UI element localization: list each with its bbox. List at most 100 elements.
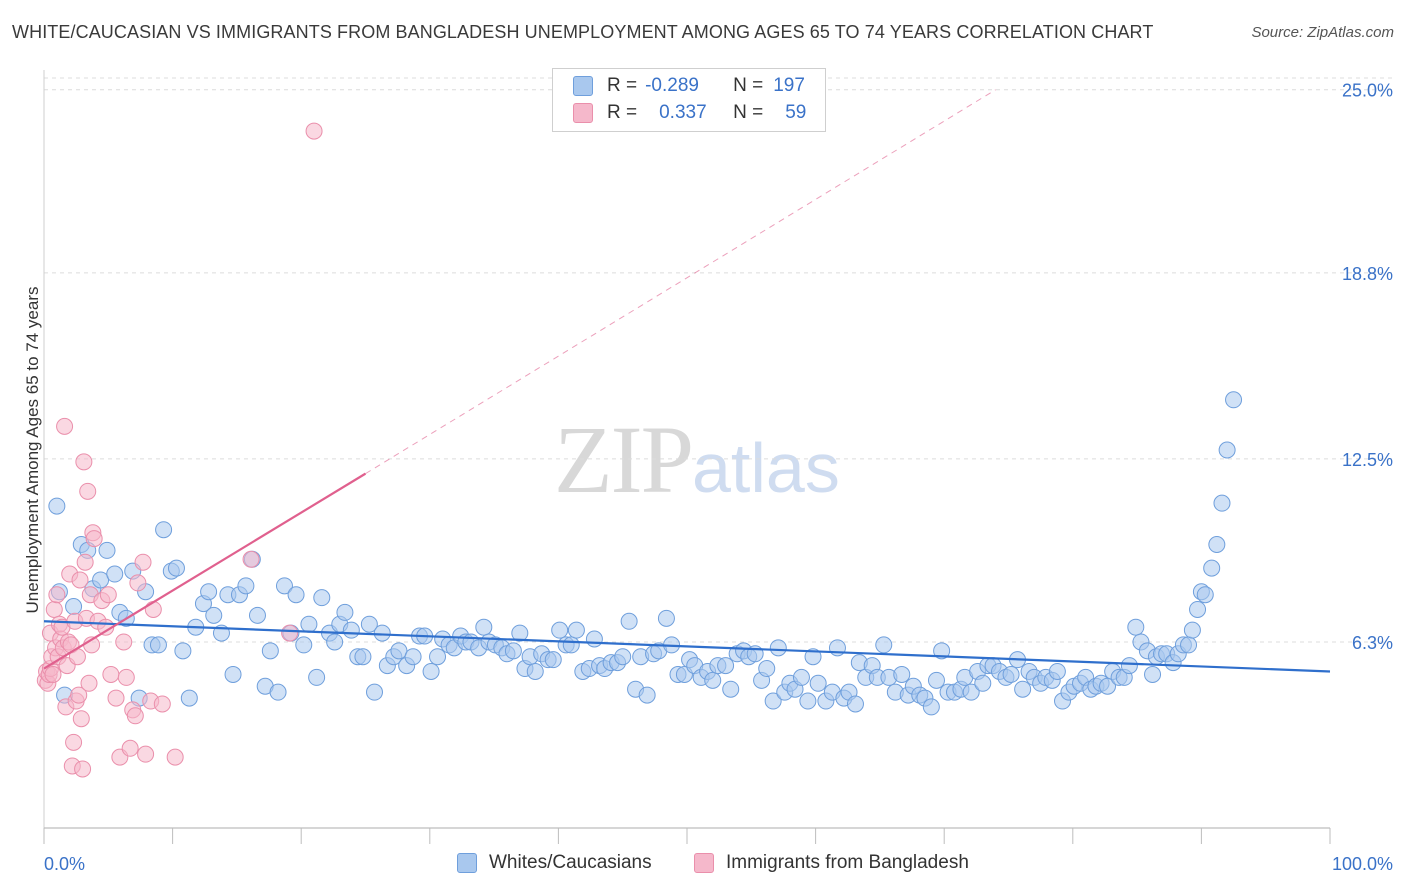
point-whites — [511, 624, 529, 642]
point-bangladesh — [129, 574, 147, 592]
point-whites — [809, 674, 827, 692]
point-whites — [300, 615, 318, 633]
point-bangladesh — [166, 748, 184, 766]
point-whites — [1213, 494, 1231, 512]
series-legend: Whites/Caucasians Immigrants from Bangla… — [0, 852, 1406, 876]
point-whites — [475, 618, 493, 636]
point-bangladesh — [65, 733, 83, 751]
y-tick-label: 18.8% — [1342, 264, 1393, 284]
point-bangladesh — [134, 553, 152, 571]
point-bangladesh — [48, 586, 66, 604]
point-bangladesh — [126, 707, 144, 725]
legend-item-bangladesh[interactable]: Immigrants from Bangladesh — [694, 852, 969, 874]
point-whites — [1014, 680, 1032, 698]
point-whites — [429, 648, 447, 666]
point-whites — [704, 671, 722, 689]
point-whites — [933, 642, 951, 660]
legend-row-whites: R = -0.289 N = 197 — [573, 75, 805, 97]
legend-label-whites: Whites/Caucasians — [489, 852, 652, 873]
point-whites — [224, 665, 242, 683]
point-bangladesh — [70, 686, 88, 704]
point-bangladesh — [85, 530, 103, 548]
point-bangladesh — [121, 739, 139, 757]
point-whites — [366, 683, 384, 701]
point-whites — [180, 689, 198, 707]
point-whites — [562, 636, 580, 654]
point-whites — [248, 606, 266, 624]
point-whites — [205, 606, 223, 624]
point-whites — [342, 621, 360, 639]
point-whites — [269, 683, 287, 701]
trendline-bangladesh-extension — [365, 89, 996, 475]
point-whites — [1002, 665, 1020, 683]
point-bangladesh — [305, 122, 323, 140]
point-whites — [308, 668, 326, 686]
legend-n-label: N = — [733, 75, 764, 96]
point-whites — [106, 565, 124, 583]
point-whites — [1225, 391, 1243, 409]
point-bangladesh — [115, 633, 133, 651]
point-whites — [1180, 636, 1198, 654]
point-whites — [1196, 586, 1214, 604]
point-whites — [974, 674, 992, 692]
point-whites — [875, 636, 893, 654]
point-whites — [526, 662, 544, 680]
point-bangladesh — [102, 665, 120, 683]
legend-n-label: N = — [733, 102, 764, 123]
point-whites — [174, 642, 192, 660]
point-whites — [287, 586, 305, 604]
point-bangladesh — [79, 482, 97, 500]
legend-n-value-whites: 197 — [773, 75, 805, 96]
watermark-atlas: atlas — [692, 429, 840, 507]
point-whites — [149, 636, 167, 654]
legend-swatch-whites — [573, 76, 593, 96]
point-whites — [620, 612, 638, 630]
point-whites — [638, 686, 656, 704]
point-whites — [98, 541, 116, 559]
legend-item-whites[interactable]: Whites/Caucasians — [457, 852, 652, 874]
point-whites — [373, 624, 391, 642]
y-tick-label: 25.0% — [1342, 81, 1393, 101]
point-whites — [1208, 536, 1226, 553]
trendline-bangladesh — [43, 472, 367, 670]
point-whites — [1218, 441, 1236, 459]
legend-swatch-whites — [457, 853, 477, 873]
point-whites — [155, 521, 173, 539]
point-bangladesh — [80, 674, 98, 692]
watermark: ZIPatlas — [554, 404, 840, 515]
point-whites — [1203, 559, 1221, 577]
legend-swatch-bangladesh — [694, 853, 714, 873]
watermark-zip: ZIP — [554, 406, 694, 513]
point-whites — [585, 630, 603, 648]
x-tick-label-min: 0.0% — [44, 854, 85, 874]
legend-r-label: R = — [607, 102, 638, 123]
x-tick-label-max: 100.0% — [1332, 854, 1393, 874]
point-bangladesh — [76, 553, 94, 571]
point-whites — [846, 695, 864, 713]
point-whites — [657, 609, 675, 627]
chart-title: WHITE/CAUCASIAN VS IMMIGRANTS FROM BANGL… — [12, 22, 1154, 42]
legend-r-label: R = — [607, 75, 638, 96]
point-bangladesh — [71, 571, 89, 589]
point-whites — [1048, 662, 1066, 680]
point-whites — [354, 648, 372, 666]
point-bangladesh — [72, 710, 90, 728]
point-whites — [336, 603, 354, 621]
point-whites — [313, 589, 331, 607]
point-whites — [922, 698, 940, 716]
point-whites — [893, 665, 911, 683]
point-bangladesh — [99, 586, 117, 604]
point-whites — [722, 680, 740, 698]
point-whites — [237, 577, 255, 595]
point-bangladesh — [45, 600, 63, 618]
point-whites — [275, 577, 293, 595]
y-tick-label: 12.5% — [1342, 450, 1393, 470]
point-whites — [792, 668, 810, 686]
point-bangladesh — [75, 453, 93, 471]
point-bangladesh — [153, 695, 171, 713]
point-whites — [764, 692, 782, 710]
point-bangladesh — [56, 417, 74, 435]
point-bangladesh — [117, 668, 135, 686]
legend-n-value-bangladesh: 59 — [785, 102, 807, 123]
